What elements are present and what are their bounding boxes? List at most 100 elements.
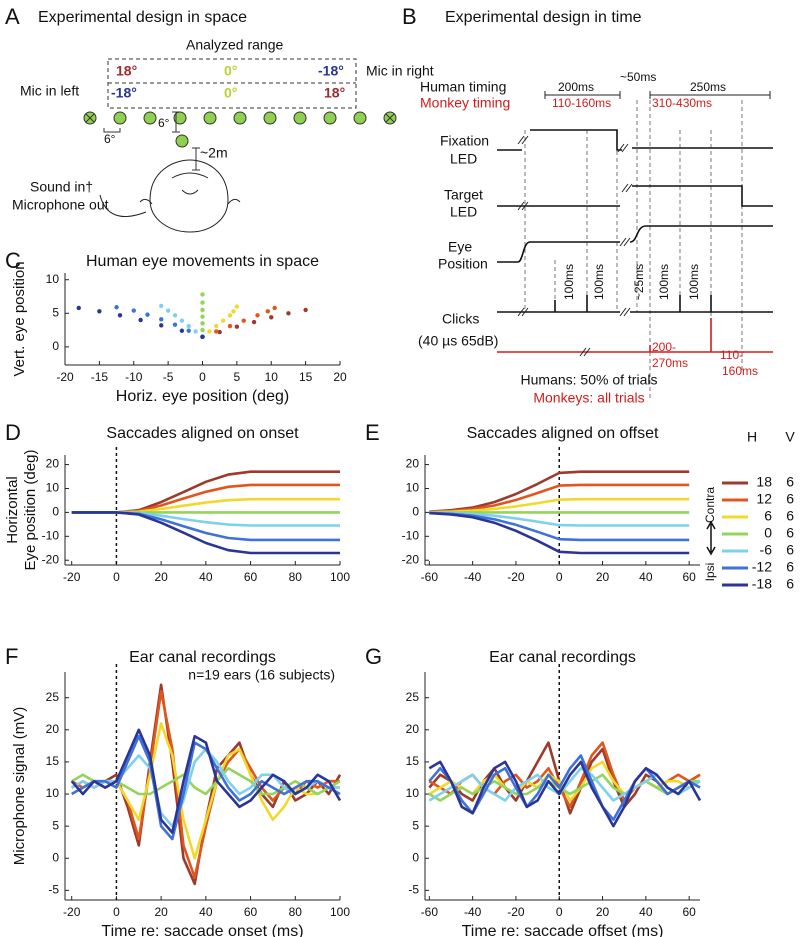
- label: ~25ms: [632, 264, 646, 300]
- point: [114, 305, 119, 310]
- series-line: [71, 734, 341, 841]
- y-tick-label: 10: [406, 481, 420, 495]
- y-tick-label: 0: [412, 505, 419, 519]
- point: [269, 315, 274, 320]
- point: [186, 323, 191, 329]
- legend-label: 12: [756, 491, 772, 507]
- point: [200, 321, 205, 326]
- label: 270ms: [652, 356, 688, 370]
- y-tick-label: 10: [46, 786, 60, 800]
- x-tick-label: -60: [421, 905, 439, 919]
- x-tick-label: 0: [556, 905, 563, 919]
- legend-label: 0: [764, 525, 772, 541]
- x-tick-label: 20: [596, 905, 610, 919]
- chart-panel: E Saccades aligned on offset -20 -10 0 10 20 -6…: [365, 420, 700, 584]
- x-tick-label: 0: [199, 370, 206, 384]
- point: [227, 313, 233, 318]
- point: [131, 308, 136, 313]
- y-tick-label: -20: [402, 552, 420, 566]
- x-tick-label: -20: [507, 905, 525, 919]
- point: [97, 309, 102, 314]
- series-line: [428, 767, 701, 802]
- y-tick-label: -5: [408, 883, 419, 897]
- chart-panel: D Saccades aligned on onset -20 -10 0 10 20 -20…: [4, 420, 350, 584]
- x-tick-label: 0: [113, 905, 120, 919]
- point: [200, 327, 205, 333]
- point: [217, 329, 222, 335]
- label: ~50ms: [620, 70, 656, 84]
- x-tick-label: -5: [163, 370, 174, 384]
- series-line: [429, 511, 690, 527]
- series-line: [428, 773, 700, 802]
- x-tick-label: -15: [91, 370, 109, 384]
- label: LED: [450, 204, 477, 220]
- point: [214, 323, 219, 329]
- x-tick-label: 80: [289, 570, 303, 584]
- series-line: [70, 728, 342, 834]
- label: 110-: [720, 348, 743, 362]
- timing-guides: [524, 100, 743, 400]
- x-tick-label: 20: [154, 905, 168, 919]
- legend-label: -18: [752, 576, 772, 592]
- panel-b: B Experimental design in time Human timi…: [402, 4, 773, 406]
- legend-label: -6: [760, 542, 773, 558]
- point: [303, 307, 308, 313]
- x-tick-label: 20: [596, 570, 610, 584]
- point: [272, 305, 277, 311]
- x-tick-label: 0: [113, 570, 120, 584]
- y-axis-label: Vert. eye position: [11, 261, 28, 376]
- label: 200-: [652, 340, 676, 354]
- chart-title: Human eye movements in space: [86, 253, 319, 270]
- y-tick-label: 0: [52, 850, 59, 864]
- label: (40 µs 65dB): [418, 333, 498, 349]
- point: [165, 308, 171, 313]
- x-tick-label: -10: [125, 370, 143, 384]
- x-tick-label: 10: [265, 370, 279, 384]
- monkey-click-trace: [497, 318, 773, 353]
- x-tick-label: 20: [154, 570, 168, 584]
- series-line: [429, 497, 690, 514]
- point: [231, 309, 236, 314]
- x-tick-label: 40: [639, 905, 653, 919]
- angle-label: 0°: [224, 63, 237, 79]
- angle-label: 18°: [116, 63, 137, 79]
- legend-label: 6: [786, 559, 794, 575]
- axis-breaks: [517, 135, 633, 357]
- label: Fixation: [440, 133, 489, 149]
- point: [159, 303, 164, 309]
- x-tick-label: -20: [63, 570, 81, 584]
- series-line: [429, 511, 690, 542]
- x-tick-label: 100: [330, 905, 350, 919]
- legend-label: 6: [786, 576, 794, 592]
- label: Monkey timing: [420, 95, 510, 111]
- point: [179, 328, 185, 333]
- x-tick-label: -20: [63, 905, 81, 919]
- point: [234, 324, 240, 329]
- legend-label: 18: [756, 474, 772, 490]
- label: 100ms: [687, 264, 701, 300]
- series-line: [429, 483, 690, 514]
- point: [265, 309, 271, 314]
- x-axis-label: Time re: saccade onset (ms): [101, 923, 303, 937]
- point: [200, 300, 205, 305]
- series-line: [429, 470, 690, 513]
- chart-title: Ear canal recordings: [489, 649, 636, 666]
- y-tick-label: 15: [46, 754, 60, 768]
- legend-label: 6: [786, 508, 794, 524]
- point: [207, 329, 212, 334]
- y-axis-label: Microphone signal (mV): [11, 707, 28, 865]
- legend-label: Ipsi: [703, 563, 717, 582]
- point: [179, 318, 185, 323]
- x-tick-label: 60: [244, 905, 258, 919]
- point: [159, 323, 164, 328]
- legend-label: 6: [786, 525, 794, 541]
- panel-letter: D: [5, 420, 21, 445]
- legend-label: 6: [764, 508, 772, 524]
- point: [286, 311, 291, 316]
- y-tick-label: 25: [46, 690, 60, 704]
- legend-header: H: [747, 429, 757, 445]
- point: [200, 314, 205, 319]
- chart-title: Ear canal recordings: [129, 649, 276, 666]
- panel-letter: A: [5, 4, 20, 29]
- label: Analyzed range: [186, 37, 284, 53]
